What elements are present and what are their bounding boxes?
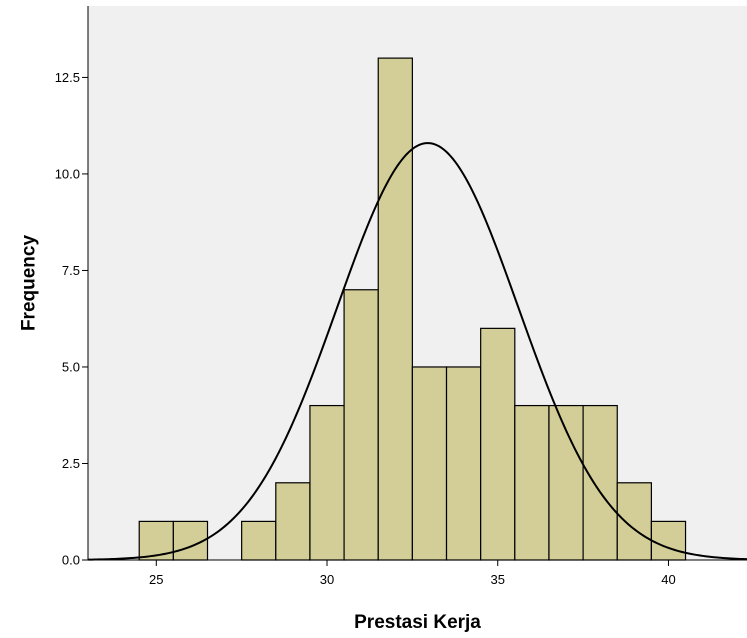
histogram-bar [480,327,516,561]
y-tick-label: 7.5 [62,263,80,278]
y-tick-label: 10.0 [55,166,80,181]
histogram-bar [377,57,413,561]
y-tick-label: 2.5 [62,456,80,471]
x-tick-label: 40 [661,572,675,587]
histogram-bar [241,520,277,561]
y-tick-label: 0.0 [62,553,80,568]
histogram-bar [582,404,618,561]
histogram-bar [343,289,379,561]
histogram-bars [138,57,687,561]
normal-curve [87,142,747,561]
x-tick-label: 35 [491,572,505,587]
x-tick-label: 30 [320,572,334,587]
histogram-bar [411,366,448,561]
histogram-bar [650,520,687,561]
x-tick-label: 25 [149,572,163,587]
y-tick-label: 12.5 [55,70,80,85]
x-ticks: 25 30 35 40 [149,560,676,587]
x-axis-title: Prestasi Kerja [354,612,481,633]
histogram-bar [309,404,345,561]
y-tick-label: 5.0 [62,359,80,374]
histogram-bar [275,482,311,561]
y-ticks: 0.0 2.5 5.0 7.5 10.0 12.5 [55,70,88,568]
histogram-bar [616,482,652,561]
y-axis-title: Frequency [19,235,40,332]
histogram-bar [514,404,550,561]
histogram-bar [445,366,482,561]
axes: 25 30 35 40 0.0 2.5 5.0 7.5 10.0 12.5 [55,6,747,587]
histogram-bar [138,520,174,561]
